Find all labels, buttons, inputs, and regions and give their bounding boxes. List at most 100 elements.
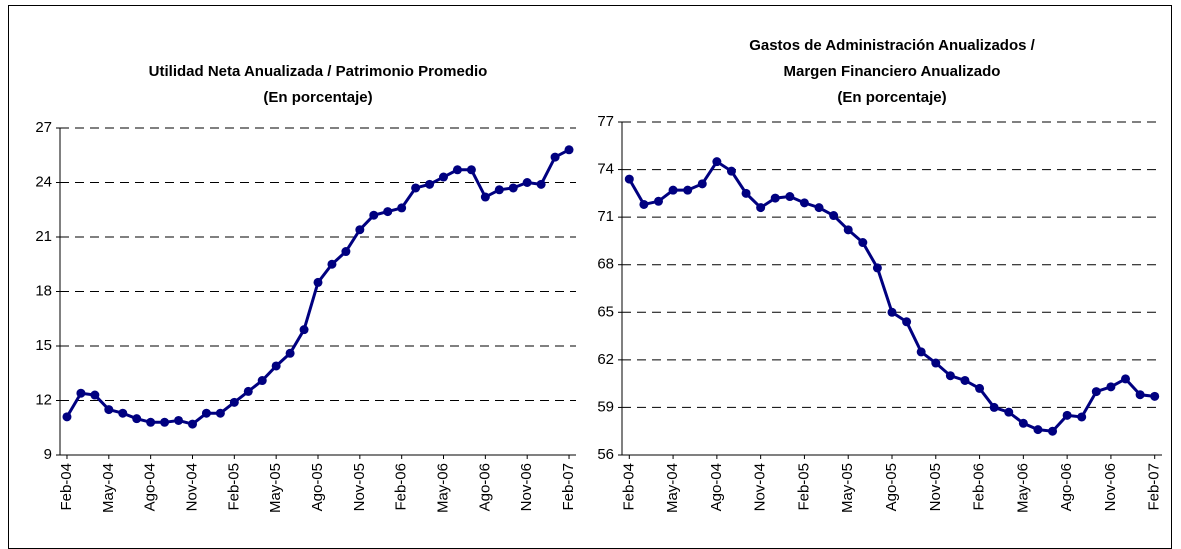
data-point bbox=[741, 188, 751, 198]
data-point bbox=[536, 179, 546, 189]
data-point bbox=[174, 415, 184, 425]
data-point bbox=[756, 203, 766, 213]
data-point bbox=[341, 247, 351, 257]
data-point bbox=[1062, 410, 1072, 420]
data-point bbox=[118, 408, 128, 418]
data-point bbox=[564, 145, 574, 155]
data-point bbox=[975, 383, 985, 393]
data-point bbox=[369, 210, 379, 220]
x-tick-label: Ago-04 bbox=[142, 463, 159, 511]
x-tick-label: Nov-04 bbox=[183, 463, 200, 511]
data-point bbox=[1121, 374, 1131, 384]
data-point bbox=[383, 207, 393, 217]
y-tick-label: 77 bbox=[597, 113, 614, 130]
data-point bbox=[1004, 407, 1014, 417]
data-point bbox=[945, 371, 955, 381]
x-tick-label: Feb-04 bbox=[620, 463, 637, 511]
data-point bbox=[229, 397, 239, 407]
y-tick-label: 9 bbox=[44, 446, 52, 463]
data-point bbox=[785, 192, 795, 202]
data-point bbox=[653, 196, 663, 206]
data-point bbox=[160, 417, 170, 427]
data-point bbox=[668, 185, 678, 195]
y-tick-label: 56 bbox=[597, 446, 614, 463]
data-point bbox=[1150, 391, 1160, 401]
x-tick-label: Ago-05 bbox=[309, 463, 326, 511]
y-tick-label: 18 bbox=[35, 282, 52, 299]
y-tick-label: 65 bbox=[597, 303, 614, 320]
data-point bbox=[799, 198, 809, 208]
data-point bbox=[327, 259, 337, 269]
y-tick-label: 27 bbox=[35, 119, 52, 136]
data-point bbox=[215, 408, 225, 418]
chart-title: (En porcentaje) bbox=[263, 89, 372, 106]
data-point bbox=[624, 174, 634, 184]
data-point bbox=[62, 412, 72, 422]
data-point bbox=[76, 388, 86, 398]
data-point bbox=[1106, 382, 1116, 392]
x-tick-label: Feb-06 bbox=[971, 463, 988, 511]
data-point bbox=[960, 375, 970, 385]
x-tick-label: Nov-05 bbox=[351, 463, 368, 511]
chart-title: Utilidad Neta Anualizada / Patrimonio Pr… bbox=[149, 63, 488, 80]
data-point bbox=[522, 178, 532, 187]
data-point bbox=[411, 183, 421, 193]
x-tick-label: Nov-05 bbox=[927, 463, 944, 511]
data-point bbox=[355, 225, 365, 235]
data-point bbox=[712, 157, 722, 167]
x-tick-label: Nov-06 bbox=[518, 463, 535, 511]
x-tick-label: Feb-06 bbox=[393, 463, 410, 511]
data-point bbox=[1033, 425, 1043, 435]
x-tick-label: May-04 bbox=[664, 463, 681, 513]
x-tick-label: Ago-06 bbox=[1058, 463, 1075, 511]
x-tick-label: Feb-04 bbox=[58, 463, 75, 511]
chart-title: Gastos de Administración Anualizados / bbox=[749, 37, 1035, 54]
data-point bbox=[1091, 387, 1101, 397]
data-point bbox=[858, 238, 868, 248]
frame bbox=[8, 5, 1172, 549]
x-tick-label: Feb-07 bbox=[560, 463, 577, 511]
x-tick-label: May-05 bbox=[839, 463, 856, 513]
data-point bbox=[1077, 412, 1087, 422]
data-point bbox=[243, 386, 253, 396]
data-point bbox=[425, 179, 435, 189]
data-point bbox=[1048, 426, 1058, 436]
y-tick-label: 21 bbox=[35, 228, 52, 245]
data-point bbox=[989, 402, 999, 412]
y-tick-label: 24 bbox=[35, 173, 52, 190]
data-point bbox=[508, 183, 518, 193]
y-tick-label: 62 bbox=[597, 351, 614, 368]
y-tick-label: 59 bbox=[597, 398, 614, 415]
data-point bbox=[452, 165, 462, 175]
data-point bbox=[257, 376, 267, 386]
data-point bbox=[480, 192, 490, 202]
x-tick-label: May-04 bbox=[100, 463, 117, 513]
data-point bbox=[397, 203, 407, 213]
data-point bbox=[916, 347, 926, 357]
y-tick-label: 71 bbox=[597, 208, 614, 225]
data-point bbox=[902, 317, 912, 327]
data-point bbox=[271, 361, 281, 371]
data-point bbox=[550, 152, 560, 162]
data-point bbox=[683, 185, 693, 195]
data-point bbox=[697, 179, 707, 189]
chart-title: Margen Financiero Anualizado bbox=[784, 63, 1001, 80]
data-point bbox=[770, 193, 780, 203]
chart-title: (En porcentaje) bbox=[837, 89, 946, 106]
data-point bbox=[814, 203, 824, 213]
data-point bbox=[104, 405, 114, 415]
y-tick-label: 68 bbox=[597, 256, 614, 273]
data-point bbox=[201, 408, 211, 418]
y-tick-label: 15 bbox=[35, 337, 52, 354]
x-tick-label: May-05 bbox=[267, 463, 284, 513]
x-tick-label: Ago-06 bbox=[476, 463, 493, 511]
x-tick-label: Feb-05 bbox=[795, 463, 812, 511]
data-point bbox=[829, 211, 839, 221]
data-point bbox=[466, 165, 476, 175]
data-point bbox=[639, 199, 649, 209]
x-tick-label: Nov-06 bbox=[1102, 463, 1119, 511]
data-point bbox=[90, 390, 100, 400]
x-tick-label: Nov-04 bbox=[752, 463, 769, 511]
x-tick-label: Ago-05 bbox=[883, 463, 900, 511]
data-point bbox=[313, 277, 323, 287]
